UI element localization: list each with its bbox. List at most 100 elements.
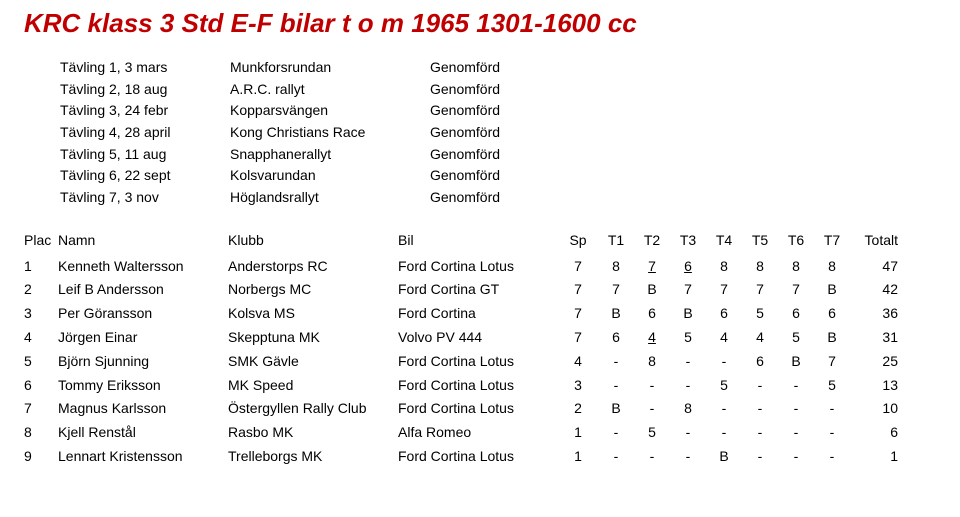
cell-t5: - <box>742 397 778 421</box>
table-row: 9Lennart KristenssonTrelleborgs MKFord C… <box>24 445 936 469</box>
cell-t4: 5 <box>706 374 742 398</box>
cell-sp: 7 <box>558 326 598 350</box>
results-header-row: Plac Namn Klubb Bil Sp T1 T2 T3 T4 T5 T6… <box>24 229 936 253</box>
cell-klubb: Anderstorps RC <box>228 255 398 279</box>
cell-t2: 6 <box>634 302 670 326</box>
cell-bil: Alfa Romeo <box>398 421 558 445</box>
cell-t4: B <box>706 445 742 469</box>
cell-t7: 6 <box>814 302 850 326</box>
event-status: Genomförd <box>430 57 550 79</box>
cell-bil: Volvo PV 444 <box>398 326 558 350</box>
cell-t1: 6 <box>598 326 634 350</box>
header-bil: Bil <box>398 229 558 253</box>
event-status: Genomförd <box>430 79 550 101</box>
cell-bil: Ford Cortina Lotus <box>398 350 558 374</box>
cell-plac: 4 <box>24 326 58 350</box>
cell-t7: - <box>814 397 850 421</box>
cell-t5: 4 <box>742 326 778 350</box>
cell-namn: Tommy Eriksson <box>58 374 228 398</box>
cell-t4: 7 <box>706 278 742 302</box>
event-status: Genomförd <box>430 165 550 187</box>
cell-t5: - <box>742 421 778 445</box>
cell-t4: - <box>706 397 742 421</box>
event-date: Tävling 1, 3 mars <box>60 57 230 79</box>
cell-t1: - <box>598 350 634 374</box>
event-date: Tävling 6, 22 sept <box>60 165 230 187</box>
cell-klubb: MK Speed <box>228 374 398 398</box>
cell-t3: B <box>670 302 706 326</box>
cell-t2: 4 <box>634 326 670 350</box>
cell-totalt: 6 <box>850 421 904 445</box>
cell-t3: - <box>670 374 706 398</box>
table-row: 4Jörgen EinarSkepptuna MKVolvo PV 444764… <box>24 326 936 350</box>
cell-t6: - <box>778 397 814 421</box>
header-klubb: Klubb <box>228 229 398 253</box>
cell-namn: Kjell Renstål <box>58 421 228 445</box>
cell-t4: 4 <box>706 326 742 350</box>
cell-t5: - <box>742 374 778 398</box>
event-name: Kopparsvängen <box>230 100 430 122</box>
cell-t7: 8 <box>814 255 850 279</box>
event-status: Genomförd <box>430 187 550 209</box>
cell-klubb: Rasbo MK <box>228 421 398 445</box>
event-date: Tävling 5, 11 aug <box>60 144 230 166</box>
cell-t2: 5 <box>634 421 670 445</box>
event-status: Genomförd <box>430 122 550 144</box>
cell-plac: 2 <box>24 278 58 302</box>
event-name: Snapphanerallyt <box>230 144 430 166</box>
table-row: 8Kjell RenstålRasbo MKAlfa Romeo1-5-----… <box>24 421 936 445</box>
header-t6: T6 <box>778 229 814 253</box>
cell-t2: - <box>634 445 670 469</box>
cell-t3: - <box>670 421 706 445</box>
cell-namn: Jörgen Einar <box>58 326 228 350</box>
cell-t6: 8 <box>778 255 814 279</box>
cell-t1: 7 <box>598 278 634 302</box>
cell-bil: Ford Cortina Lotus <box>398 397 558 421</box>
cell-t3: 8 <box>670 397 706 421</box>
cell-t5: 5 <box>742 302 778 326</box>
cell-t5: 6 <box>742 350 778 374</box>
cell-t6: - <box>778 445 814 469</box>
cell-klubb: Trelleborgs MK <box>228 445 398 469</box>
cell-t5: - <box>742 445 778 469</box>
cell-t1: 8 <box>598 255 634 279</box>
cell-t7: 5 <box>814 374 850 398</box>
cell-totalt: 47 <box>850 255 904 279</box>
event-date: Tävling 2, 18 aug <box>60 79 230 101</box>
cell-t2: - <box>634 374 670 398</box>
cell-t3: - <box>670 350 706 374</box>
cell-plac: 3 <box>24 302 58 326</box>
cell-totalt: 10 <box>850 397 904 421</box>
header-t2: T2 <box>634 229 670 253</box>
cell-t7: 7 <box>814 350 850 374</box>
cell-klubb: Kolsva MS <box>228 302 398 326</box>
cell-t7: B <box>814 326 850 350</box>
cell-t6: B <box>778 350 814 374</box>
event-row: Tävling 5, 11 augSnapphanerallytGenomför… <box>60 144 936 166</box>
cell-t2: B <box>634 278 670 302</box>
cell-t3: 7 <box>670 278 706 302</box>
header-t5: T5 <box>742 229 778 253</box>
events-list: Tävling 1, 3 marsMunkforsrundanGenomförd… <box>60 57 936 209</box>
cell-bil: Ford Cortina GT <box>398 278 558 302</box>
table-row: 3Per GöranssonKolsva MSFord Cortina7B6B6… <box>24 302 936 326</box>
cell-sp: 7 <box>558 255 598 279</box>
cell-sp: 2 <box>558 397 598 421</box>
event-date: Tävling 7, 3 nov <box>60 187 230 209</box>
event-date: Tävling 4, 28 april <box>60 122 230 144</box>
cell-t1: - <box>598 445 634 469</box>
cell-t7: - <box>814 421 850 445</box>
header-sp: Sp <box>558 229 598 253</box>
table-row: 1Kenneth WalterssonAnderstorps RCFord Co… <box>24 255 936 279</box>
cell-t1: - <box>598 421 634 445</box>
cell-bil: Ford Cortina <box>398 302 558 326</box>
cell-klubb: Östergyllen Rally Club <box>228 397 398 421</box>
cell-t6: 7 <box>778 278 814 302</box>
cell-namn: Björn Sjunning <box>58 350 228 374</box>
cell-t3: 5 <box>670 326 706 350</box>
cell-namn: Lennart Kristensson <box>58 445 228 469</box>
event-status: Genomförd <box>430 100 550 122</box>
table-row: 5Björn SjunningSMK GävleFord Cortina Lot… <box>24 350 936 374</box>
event-name: A.R.C. rallyt <box>230 79 430 101</box>
cell-totalt: 31 <box>850 326 904 350</box>
